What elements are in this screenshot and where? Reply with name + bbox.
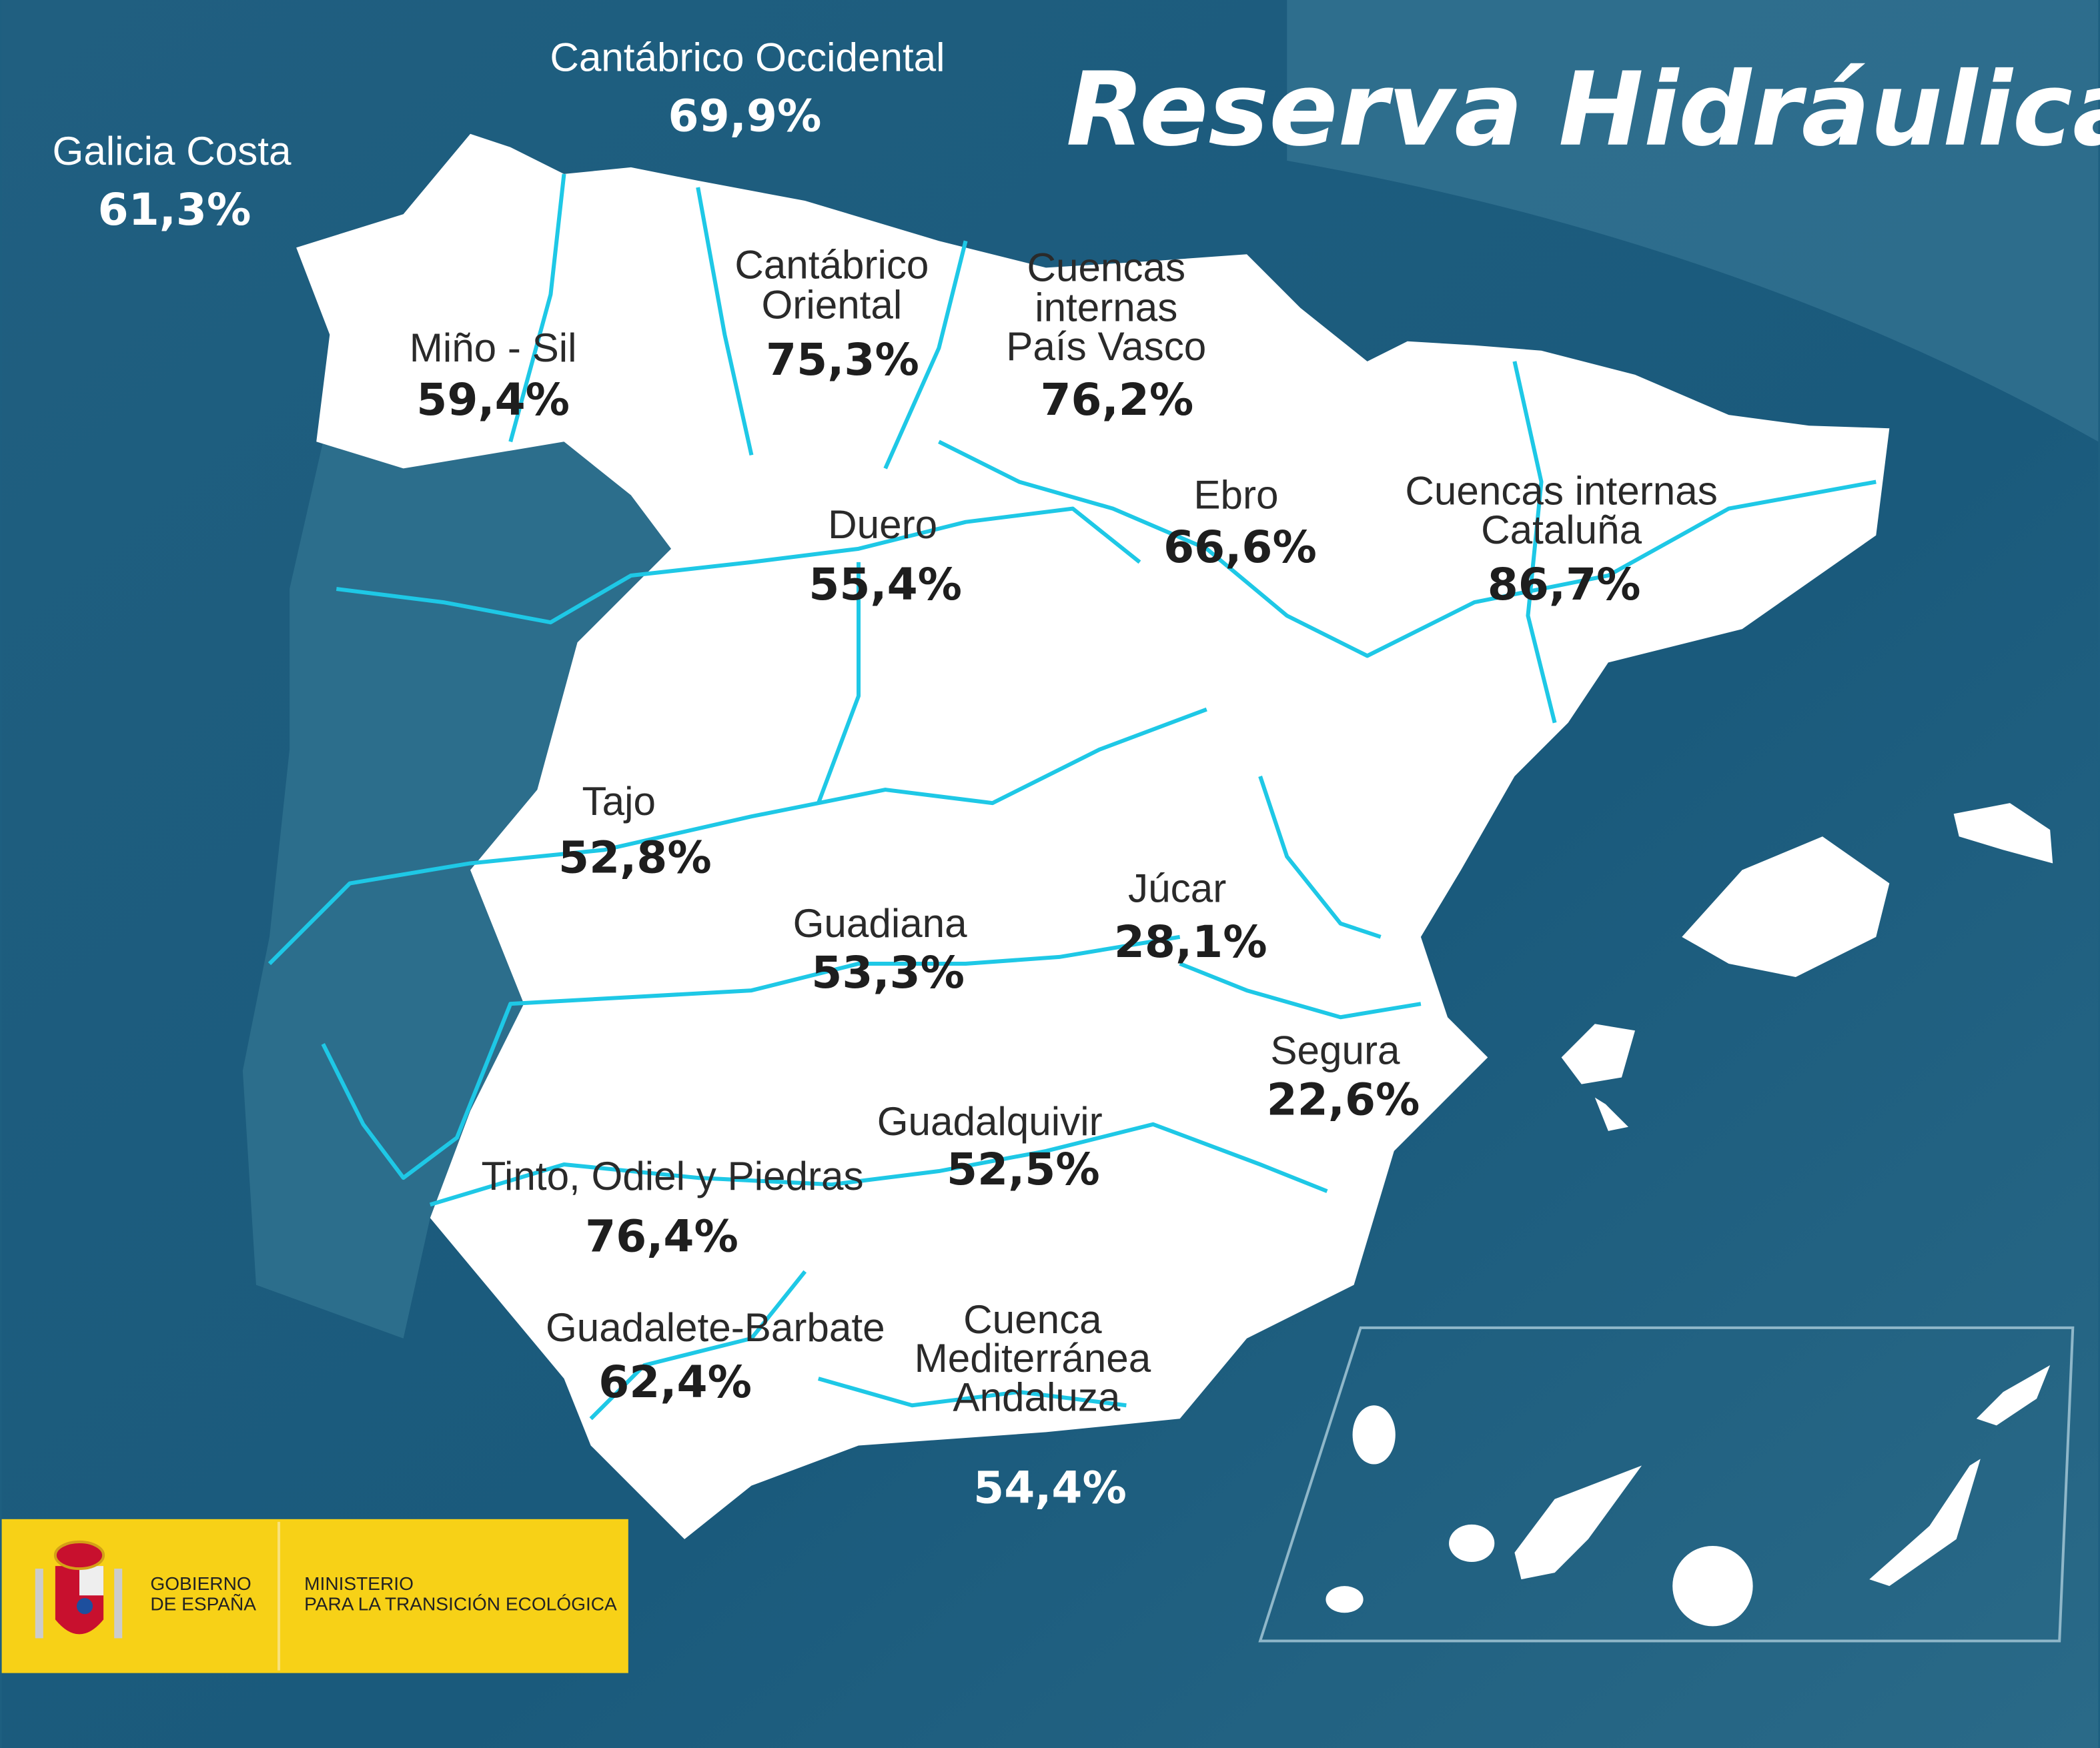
basin-name: internas: [1035, 285, 1177, 330]
basin-name: Andaluza: [953, 1375, 1121, 1419]
portugal: [242, 442, 672, 1339]
basin-name: Cantábrico Occidental: [550, 35, 945, 79]
gov-line-1: GOBIERNO: [150, 1573, 251, 1594]
basin-name: Galicia Costa: [53, 129, 292, 173]
basin-name: Miño - Sil: [410, 325, 577, 370]
basin-value: 86,7%: [1488, 559, 1641, 610]
canary-islands-frame: [1258, 1326, 2075, 1643]
basin-name: Mediterránea: [915, 1336, 1151, 1381]
formentera: [1594, 1097, 1628, 1131]
basin-value: 54,4%: [973, 1463, 1127, 1514]
sky-highlight: [1287, 0, 2099, 442]
basin-name: Ebro: [1193, 473, 1278, 518]
basin-name: Tinto, Odiel y Piedras: [481, 1154, 863, 1198]
basin-value: 28,1%: [1114, 916, 1267, 968]
basin-name: Guadalete-Barbate: [546, 1305, 885, 1350]
basin-name: Guadalquivir: [877, 1099, 1103, 1144]
basin-value: 52,5%: [947, 1144, 1100, 1195]
basin-name: Cuencas internas: [1405, 469, 1717, 514]
basin-value: 22,6%: [1267, 1074, 1420, 1126]
basin-name: Tajo: [582, 779, 656, 824]
basin-value: 62,4%: [598, 1357, 752, 1408]
basin-name: Cataluña: [1481, 508, 1642, 552]
basin-value: 76,2%: [1040, 374, 1193, 425]
canary-islands: [1326, 1365, 2051, 1627]
basin-value: 75,3%: [766, 334, 919, 385]
basin-value: 59,4%: [416, 374, 570, 425]
basin-name: Júcar: [1128, 866, 1226, 911]
menorca: [1953, 803, 2053, 864]
ibiza: [1561, 1024, 1636, 1084]
rivers: [268, 173, 1877, 1421]
basin-name: Cuenca: [963, 1297, 1102, 1342]
balearic-islands: [1561, 803, 2053, 1131]
mallorca: [1682, 836, 1890, 978]
basin-value: 52,8%: [558, 832, 712, 883]
gov-line-2: DE ESPAÑA: [150, 1593, 256, 1614]
basin-name: Oriental: [762, 283, 903, 327]
government-logo: GOBIERNO DE ESPAÑA MINISTERIO PARA LA TR…: [1, 1519, 628, 1673]
basin-name: Cuencas: [1027, 245, 1186, 289]
ministry-line-2: PARA LA TRANSICIÓN ECOLÓGICA: [304, 1593, 617, 1614]
basin-value: 55,4%: [809, 559, 962, 610]
ministry-line-1: MINISTERIO: [304, 1573, 414, 1594]
basin-value: 76,4%: [585, 1210, 738, 1262]
coat-of-arms-icon: [35, 1540, 123, 1639]
basin-value: 53,3%: [811, 947, 965, 998]
basin-name: Guadiana: [793, 901, 968, 946]
basin-value: 66,6%: [1163, 522, 1317, 573]
basin-value: 61,3%: [98, 184, 251, 235]
basin-name: País Vasco: [1006, 324, 1206, 369]
spain-mainland: [296, 133, 1890, 1539]
page-title: Reserva Hidráulica: [1066, 50, 2100, 169]
basin-name: Cantábrico: [734, 242, 929, 287]
basin-value: 69,9%: [668, 91, 822, 142]
basin-name: Segura: [1270, 1028, 1400, 1072]
basin-name: Duero: [828, 502, 937, 547]
